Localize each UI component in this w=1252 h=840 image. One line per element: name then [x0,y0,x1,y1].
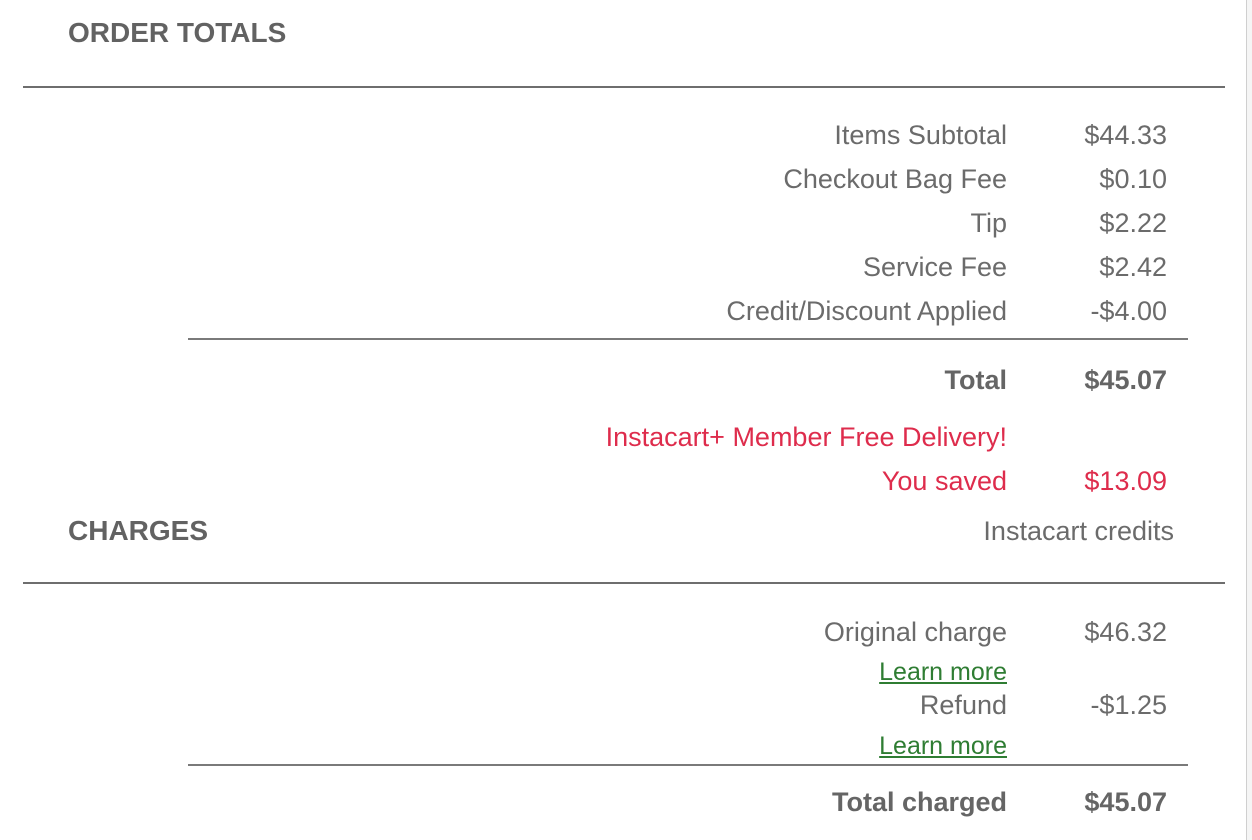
tip-value: $2.22 [1099,207,1167,238]
panel-right-gutter [1247,0,1252,840]
items-subtotal-value: $44.33 [1084,119,1167,150]
row-checkout-bag-fee: Checkout Bag Fee $0.10 [0,157,1252,201]
total-label: Total [944,364,1008,395]
charged-total-divider [188,764,1188,766]
you-saved-label: You saved [881,465,1007,496]
total-value: $45.07 [1084,364,1167,395]
row-learn-more-refund: Learn more [0,732,1252,760]
order-totals-divider [23,86,1225,88]
learn-more-original-link[interactable]: Learn more [879,657,1007,686]
refund-value: -$1.25 [1090,689,1167,720]
row-tip: Tip $2.22 [0,201,1252,245]
service-fee-label: Service Fee [862,251,1007,282]
refund-label: Refund [919,689,1007,720]
charges-header: CHARGES Instacart credits [0,509,1252,553]
charges-divider [23,582,1225,584]
row-promo-message: Instacart+ Member Free Delivery! [0,415,1252,459]
order-totals-rows: Items Subtotal $44.33 Checkout Bag Fee $… [0,113,1252,333]
subtotal-divider [188,338,1188,340]
total-charged-label: Total charged [831,786,1007,817]
tip-label: Tip [970,207,1007,238]
credit-discount-label: Credit/Discount Applied [726,295,1007,326]
items-subtotal-label: Items Subtotal [834,119,1007,150]
row-refund: Refund -$1.25 [0,686,1252,724]
credit-discount-value: -$4.00 [1090,295,1167,326]
row-you-saved: You saved $13.09 [0,459,1252,503]
order-totals-heading: ORDER TOTALS [68,17,287,48]
checkout-bag-fee-label: Checkout Bag Fee [783,163,1007,194]
original-charge-label: Original charge [823,616,1007,647]
charges-heading: CHARGES [68,515,209,546]
service-fee-value: $2.42 [1099,251,1167,282]
promo-message: Instacart+ Member Free Delivery! [605,421,1007,452]
total-charged-value: $45.07 [1084,786,1167,817]
you-saved-value: $13.09 [1084,465,1167,496]
panel-right-border [1246,0,1247,840]
row-total-charged: Total charged $45.07 [0,780,1252,824]
row-learn-more-original: Learn more [0,658,1252,686]
row-original-charge: Original charge $46.32 [0,610,1252,654]
row-service-fee: Service Fee $2.42 [0,245,1252,289]
row-total: Total $45.07 [0,358,1252,402]
payment-method-label: Instacart credits [983,515,1174,546]
original-charge-value: $46.32 [1084,616,1167,647]
learn-more-refund-link[interactable]: Learn more [879,731,1007,760]
row-items-subtotal: Items Subtotal $44.33 [0,113,1252,157]
row-credit-discount: Credit/Discount Applied -$4.00 [0,289,1252,333]
checkout-bag-fee-value: $0.10 [1099,163,1167,194]
